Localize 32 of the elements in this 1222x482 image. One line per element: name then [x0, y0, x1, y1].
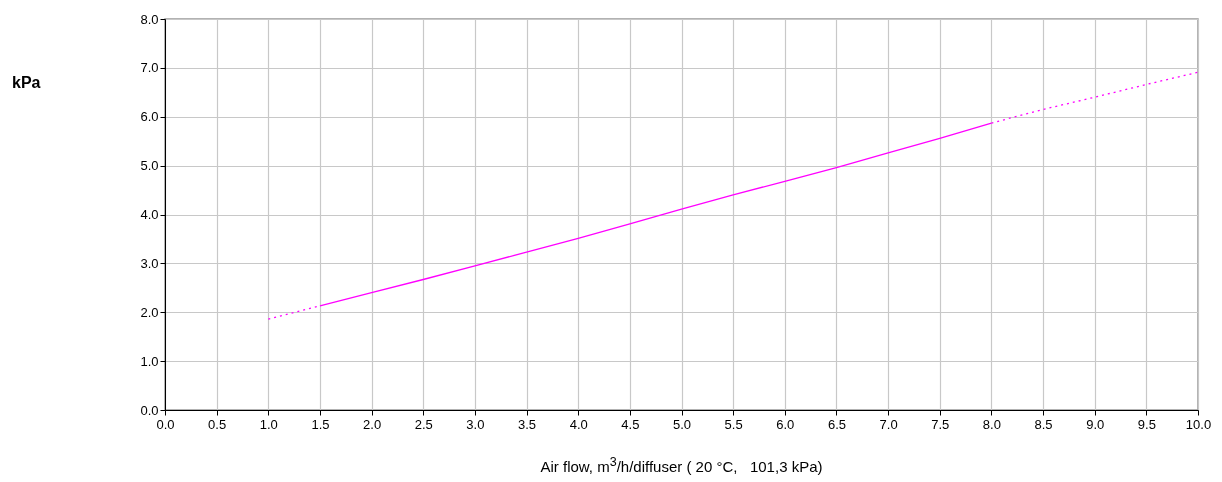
x-tick-label: 1.5 [311, 416, 330, 432]
x-axis-title: Air flow, m$^{3}$/h/diffuser ( 20 °C, 101,3 kPa) [539, 455, 824, 475]
y-tick-label: 7.0 [140, 60, 159, 76]
x-tick-label: 2.0 [363, 416, 382, 432]
x-tick-label: 6.5 [827, 416, 846, 432]
y-tick-label: 4.0 [140, 207, 159, 222]
y-tick-label: 0.0 [140, 402, 159, 418]
x-tick-label: 4.5 [621, 416, 640, 432]
x-tick-label: 3.5 [518, 416, 537, 432]
y-tick-label: 1.0 [140, 353, 159, 369]
x-tick-label: 7.5 [931, 416, 950, 432]
x-tick-label: 4.0 [569, 416, 588, 432]
y-tick-label: 3.0 [140, 255, 159, 271]
x-tick-label: 9.5 [1137, 416, 1156, 432]
x-tick-label: 6.0 [776, 416, 795, 432]
y-tick-label: 6.0 [140, 109, 159, 125]
x-tick-label: 8.0 [982, 416, 1001, 432]
x-tick-label: 5.0 [672, 416, 692, 432]
x-tick-label: 3.0 [466, 416, 485, 432]
x-tick-label: 5.5 [724, 416, 743, 432]
x-tick-label: 7.0 [879, 416, 898, 432]
x-tick-label: 0.5 [208, 416, 227, 432]
y-tick-label: 8.0 [140, 11, 159, 27]
x-tick-label: 8.5 [1034, 416, 1053, 432]
x-tick-label: 0.0 [156, 416, 175, 432]
y-tick-label: 5.0 [140, 158, 159, 174]
text: kPa [12, 74, 41, 92]
y-tick-label: 2.0 [140, 304, 159, 320]
x-tick-label: 9.0 [1086, 416, 1105, 432]
x-tick-label: 10.0 [1185, 416, 1212, 432]
x-tick-label: 1.0 [259, 416, 278, 432]
x-tick-label: 2.5 [414, 416, 433, 432]
